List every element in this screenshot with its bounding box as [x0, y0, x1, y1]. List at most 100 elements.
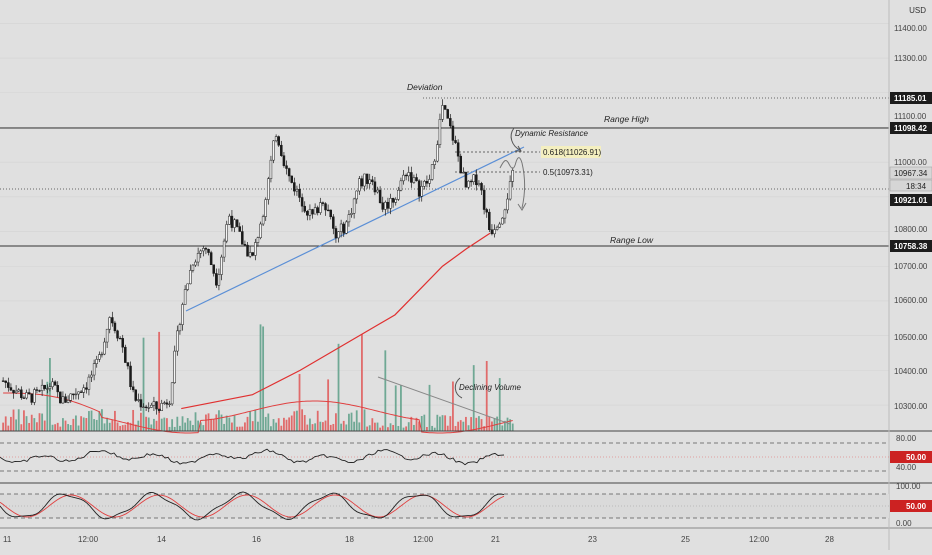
volume-bar [267, 413, 270, 431]
candle-body [506, 198, 509, 211]
candle-body [508, 181, 512, 200]
volume-bar [433, 427, 436, 431]
candle-body [98, 354, 101, 360]
candle-body [95, 359, 98, 364]
time-tick: 16 [252, 535, 261, 544]
candle-body [92, 363, 96, 376]
volume-bar [285, 419, 288, 431]
candle-body [196, 252, 200, 263]
candle-body [430, 164, 434, 180]
price-tick: 11100.00 [894, 112, 927, 121]
candle-body [116, 330, 119, 339]
range-high-label: Range High [604, 114, 649, 124]
volume-bar [504, 420, 506, 431]
volume-bar [275, 422, 278, 431]
candle-body [147, 407, 150, 409]
volume-bar [41, 413, 44, 431]
volume-bar [387, 427, 389, 431]
candle-body [280, 144, 283, 156]
volume-bar [114, 410, 116, 431]
candle-body [433, 160, 436, 165]
volume-bar [228, 417, 231, 431]
volume-bar [465, 416, 467, 431]
volume-bar [2, 422, 5, 431]
stoch-value-tag-text: 50.00 [906, 502, 927, 511]
candle-body [264, 199, 267, 217]
candle-body [267, 178, 270, 200]
rsi-tick: 80.00 [896, 434, 917, 443]
rsi-panel[interactable] [0, 442, 889, 472]
declining-volume-pointer [454, 377, 463, 399]
candle-body [199, 250, 202, 254]
volume-bar [420, 415, 423, 431]
volume-bar [470, 417, 473, 431]
price-axis[interactable]: USD 11400.00 11300.00 11100.00 11000.00 … [889, 6, 932, 528]
candle-body [181, 304, 184, 325]
time-tick: 12:00 [78, 535, 99, 544]
volume-bar [410, 416, 413, 431]
range-low-price-tag [890, 240, 932, 252]
candle-body [225, 224, 228, 242]
candle-body [428, 179, 431, 184]
range-low-price-tag-text: 10758.38 [894, 242, 928, 251]
volume-bar [181, 416, 184, 431]
volume-bar [290, 415, 293, 431]
countdown-tag [889, 179, 932, 192]
volume-bar [210, 418, 213, 431]
volume-bar [67, 424, 70, 431]
volume-moving-average [3, 392, 513, 434]
rsi-tick: 40.00 [896, 463, 917, 472]
volume-bar [332, 423, 335, 431]
time-tick: 14 [157, 535, 166, 544]
candle-body [423, 181, 426, 187]
volume-bar [350, 412, 353, 431]
candle-body [259, 223, 262, 238]
candle-body [222, 240, 226, 258]
candle-body [142, 406, 145, 408]
candle-body [480, 183, 483, 191]
candle-body [350, 213, 353, 215]
candle-body [59, 391, 62, 404]
candle-body [30, 393, 33, 403]
volume-bar [254, 409, 257, 431]
volume-bar [46, 381, 49, 431]
volume-bar [199, 422, 202, 431]
candle-body [274, 136, 278, 142]
volume-bar [15, 419, 18, 431]
dynamic-resistance-trendline[interactable] [185, 146, 525, 312]
candle-body [329, 209, 332, 218]
volume-bar [153, 418, 155, 431]
volume-bar [501, 425, 504, 431]
volume-bar [288, 417, 291, 431]
candle-body [456, 142, 460, 157]
volume-bar [244, 422, 246, 431]
volume-bar [238, 426, 241, 431]
candle-body [33, 389, 36, 403]
candle-body [228, 215, 231, 225]
volume-bar [69, 425, 72, 431]
stochastic-panel[interactable] [0, 491, 889, 521]
volume-bar [306, 424, 309, 431]
candle-body [501, 217, 504, 225]
volume-bar [353, 421, 356, 431]
deviation-price-tag-text: 11185.01 [894, 94, 927, 103]
volume-bar [277, 418, 280, 431]
candle-body [254, 242, 257, 256]
volume-bar [335, 413, 337, 431]
volume-bar [355, 410, 358, 431]
volume-bar [301, 409, 304, 431]
candle-body [298, 189, 301, 198]
candle-body [347, 214, 351, 223]
arrow-head-icon [517, 202, 527, 211]
volume-bar [189, 420, 192, 431]
volume-bar [366, 426, 369, 431]
candle-body [446, 109, 449, 119]
volume-bar [251, 421, 254, 431]
candle-body [113, 322, 117, 332]
volume-bar [342, 420, 345, 431]
price-tick: 10400.00 [894, 367, 928, 376]
volume-bar [241, 426, 244, 431]
time-axis[interactable]: 11 12:00 14 16 18 12:00 21 23 25 12:00 2… [3, 535, 834, 544]
candle-body [482, 189, 486, 210]
